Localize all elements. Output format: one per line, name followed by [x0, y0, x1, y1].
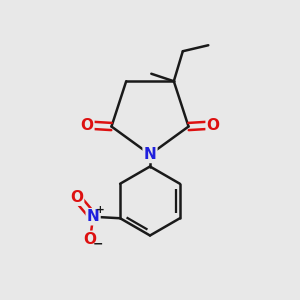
- Text: O: O: [80, 118, 93, 133]
- Text: N: N: [144, 147, 156, 162]
- Text: O: O: [70, 190, 83, 205]
- Text: O: O: [207, 118, 220, 133]
- Text: N: N: [87, 209, 100, 224]
- Text: −: −: [92, 237, 103, 250]
- Text: +: +: [96, 205, 105, 215]
- Text: O: O: [84, 232, 97, 247]
